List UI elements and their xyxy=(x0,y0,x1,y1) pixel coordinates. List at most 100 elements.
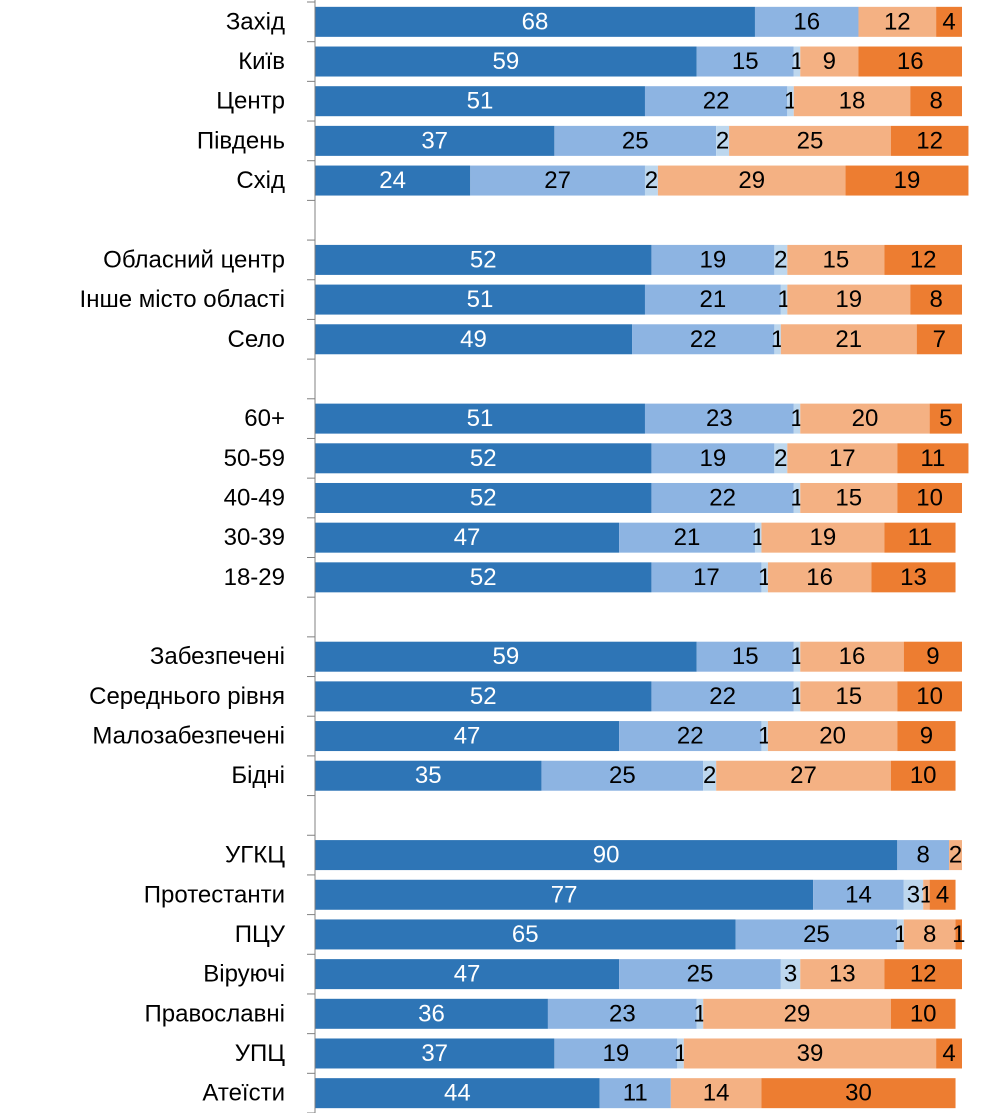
data-label: 25 xyxy=(797,127,824,154)
data-label: 25 xyxy=(687,961,714,988)
data-label: 21 xyxy=(674,524,701,551)
y-tick-label: Атеїсти xyxy=(202,1080,285,1107)
bar-segment xyxy=(315,1078,600,1109)
data-label: 47 xyxy=(454,524,481,551)
bar-segment xyxy=(651,562,762,593)
bar-segment xyxy=(923,879,930,910)
bar-segment xyxy=(767,721,898,752)
data-label: 35 xyxy=(415,762,442,789)
bar-segment xyxy=(897,721,956,752)
y-tick-label: Захід xyxy=(226,8,285,35)
bar-segment xyxy=(716,125,730,156)
bar-segment xyxy=(787,284,911,315)
data-label: 47 xyxy=(454,961,481,988)
data-label: 19 xyxy=(700,445,727,472)
bar-segment xyxy=(683,1038,937,1069)
data-label: 8 xyxy=(929,88,942,115)
data-label: 52 xyxy=(470,445,497,472)
bar-segment xyxy=(670,1078,762,1109)
bar-segment xyxy=(703,760,717,791)
data-label: 44 xyxy=(444,1080,471,1107)
bar-segment xyxy=(315,959,620,990)
bar-segment xyxy=(315,86,645,117)
bar-segment xyxy=(800,403,930,434)
bar-segment xyxy=(787,443,898,474)
bar-segment xyxy=(315,244,652,275)
bar-segment xyxy=(754,6,859,37)
data-label: 59 xyxy=(493,48,520,75)
bar-segment xyxy=(890,998,956,1029)
y-tick-label: 50-59 xyxy=(224,445,285,472)
data-label: 16 xyxy=(793,8,820,35)
data-label: 25 xyxy=(622,127,649,154)
data-label: 4 xyxy=(942,8,955,35)
data-label: 15 xyxy=(835,683,862,710)
data-label: 20 xyxy=(819,723,846,750)
bar-segment xyxy=(315,6,755,37)
data-label: 22 xyxy=(690,326,717,353)
bar-segment xyxy=(780,284,788,315)
data-label: 19 xyxy=(603,1040,630,1067)
bar-segment xyxy=(800,959,885,990)
data-label: 8 xyxy=(917,842,930,869)
data-label: 2 xyxy=(645,167,658,194)
bar-segment xyxy=(315,840,898,871)
bar-segment xyxy=(787,86,794,117)
bar-segment xyxy=(315,46,697,77)
bar-segment xyxy=(315,641,697,672)
bar-segment xyxy=(315,443,652,474)
bar-segment xyxy=(716,760,891,791)
data-label: 24 xyxy=(379,167,406,194)
bar-segment xyxy=(644,165,658,196)
bar-segment xyxy=(315,482,652,513)
bar-segment xyxy=(644,86,788,117)
y-tick-label: 30-39 xyxy=(224,524,285,551)
bar-segment xyxy=(767,562,872,593)
bar-segment xyxy=(541,760,704,791)
data-label: 68 xyxy=(522,8,549,35)
bar-segment xyxy=(936,6,962,37)
data-label: 17 xyxy=(693,564,720,591)
data-label: 13 xyxy=(829,961,856,988)
y-tick-label: Село xyxy=(227,326,285,353)
data-label: 12 xyxy=(884,8,911,35)
y-tick-label: УГКЦ xyxy=(225,842,285,869)
data-label: 37 xyxy=(421,127,448,154)
data-label: 25 xyxy=(803,921,830,948)
data-label: 17 xyxy=(829,445,856,472)
bar-segment xyxy=(315,562,652,593)
bar-segment xyxy=(903,641,962,672)
bar-segment xyxy=(774,324,781,355)
bar-segment xyxy=(644,403,794,434)
bar-segment xyxy=(903,879,924,910)
data-label: 51 xyxy=(467,88,494,115)
data-label: 52 xyxy=(470,484,497,511)
bar-segment xyxy=(315,522,620,553)
y-tick-label: 40-49 xyxy=(224,484,285,511)
y-tick-label: ПЦУ xyxy=(235,921,286,948)
data-label: 22 xyxy=(709,683,736,710)
bar-segment xyxy=(800,46,859,77)
bar-segment xyxy=(315,284,645,315)
bar-segment xyxy=(554,125,717,156)
bar-segment xyxy=(696,998,704,1029)
data-label: 22 xyxy=(677,723,704,750)
data-label: 18 xyxy=(839,88,866,115)
data-label: 21 xyxy=(835,326,862,353)
bar-segment xyxy=(858,46,962,77)
data-label: 2 xyxy=(716,127,729,154)
data-label: 27 xyxy=(790,762,817,789)
bar-segment xyxy=(936,1038,962,1069)
data-label: 39 xyxy=(797,1040,824,1067)
bar-segment xyxy=(547,998,697,1029)
y-tick-label: УПЦ xyxy=(235,1040,285,1067)
y-tick-label: Інше місто області xyxy=(80,286,285,313)
bar-segment xyxy=(619,721,762,752)
bar-segment xyxy=(800,482,898,513)
data-label: 52 xyxy=(470,246,497,273)
bar-segment xyxy=(696,641,794,672)
bar-segment xyxy=(949,840,962,871)
data-label: 10 xyxy=(916,683,943,710)
bar-segment xyxy=(813,879,904,910)
